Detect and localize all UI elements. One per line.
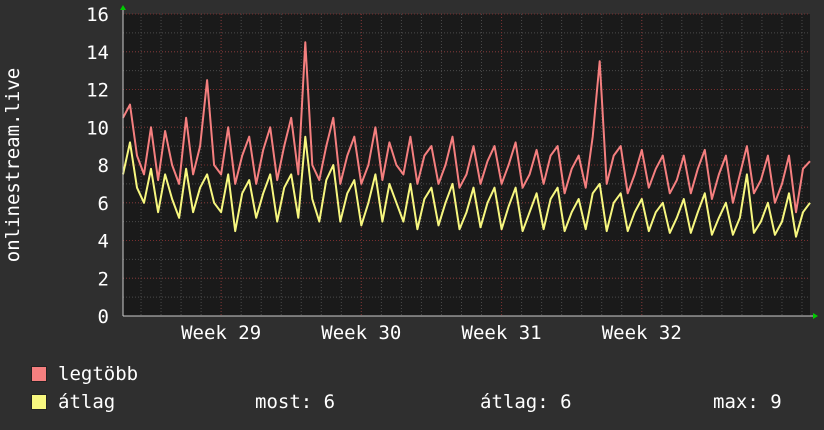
y-tick-label: 16	[86, 4, 109, 26]
legend-label-max: legtöbb	[58, 363, 139, 385]
x-tick-label: Week 31	[462, 322, 542, 344]
stat-avg: átlag: 6	[480, 391, 572, 413]
y-tick-label: 2	[98, 268, 109, 290]
stat-now: most: 6	[255, 391, 336, 413]
y-tick-label: 10	[86, 117, 109, 139]
y-tick-label: 4	[98, 231, 109, 253]
y-tick-label: 6	[98, 193, 109, 215]
series-line-max	[122, 41, 811, 214]
x-tick-label: Week 29	[181, 322, 261, 344]
x-tick-label: Week 32	[602, 322, 682, 344]
legend-swatch-avg	[31, 394, 47, 410]
stat-max: max: 9	[713, 391, 782, 413]
legend-swatch-max	[31, 366, 47, 382]
y-tick-label: 0	[98, 306, 109, 328]
series-line-avg	[122, 135, 811, 238]
legend-label-avg: átlag	[58, 391, 116, 413]
y-tick-label: 8	[98, 155, 109, 177]
y-tick-label: 12	[86, 80, 109, 102]
y-axis-arrow	[120, 5, 126, 10]
x-tick-label: Week 30	[321, 322, 401, 344]
y-axis-label: onlinestream.live	[2, 68, 24, 262]
x-axis-arrow	[813, 313, 818, 319]
y-tick-label: 14	[86, 42, 109, 64]
